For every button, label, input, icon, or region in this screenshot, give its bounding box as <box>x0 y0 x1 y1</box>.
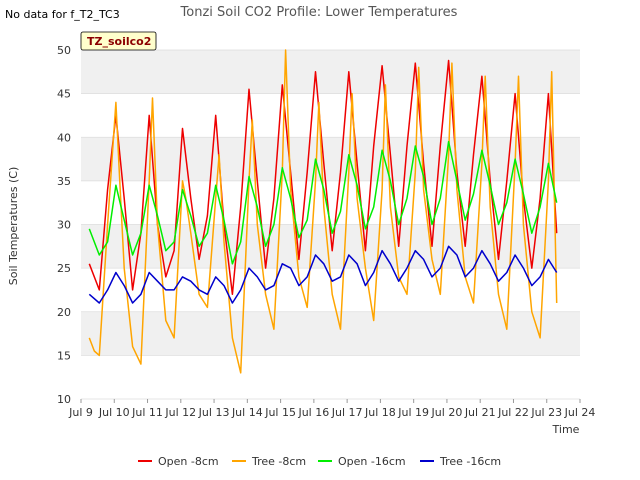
series-line-open-8cm <box>88 59 558 296</box>
x-tick-label: Jul 20 <box>431 406 463 419</box>
grid-band <box>81 137 580 181</box>
legend-label: Open -8cm <box>158 455 219 468</box>
x-tick-label: Jul 10 <box>98 406 130 419</box>
y-tick-label: 40 <box>57 131 71 144</box>
legend: Open -8cm Tree -8cm Open -16cm Tree -16cm <box>138 455 501 468</box>
legend-label: Tree -8cm <box>251 455 306 468</box>
series-line-tree-16cm <box>88 245 558 304</box>
y-tick-label: 35 <box>57 175 71 188</box>
y-tick-label: 50 <box>57 44 71 57</box>
x-tick-label: Jul 15 <box>264 406 296 419</box>
x-tick-label: Jul 23 <box>530 406 562 419</box>
x-tick-label: Jul 24 <box>564 406 596 419</box>
y-axis-ticks: 10 15 20 25 30 35 40 45 50 <box>57 44 71 406</box>
x-tick-label: Jul 12 <box>164 406 196 419</box>
y-tick-label: 20 <box>57 306 71 319</box>
x-tick-label: Jul 21 <box>464 406 496 419</box>
x-tick-label: Jul 9 <box>68 406 93 419</box>
y-tick-label: 45 <box>57 88 71 101</box>
y-tick-label: 30 <box>57 219 71 232</box>
site-tag: TZ_soilco2 <box>80 31 157 51</box>
series-line-open-16cm <box>88 140 558 265</box>
y-tick-label: 10 <box>57 393 71 406</box>
x-axis-ticks: Jul 9 Jul 10 Jul 11 Jul 12 Jul 13 Jul 14 Jul 1… <box>68 399 595 419</box>
site-tag-label: TZ_soilco2 <box>87 35 151 48</box>
y-axis-label: Soil Temperatures (C) <box>7 167 20 286</box>
no-data-note: No data for f_T2_TC3 <box>5 8 120 21</box>
series-line-tree-8cm <box>88 49 558 374</box>
x-tick-label: Jul 16 <box>297 406 329 419</box>
y-tick-label: 25 <box>57 262 71 275</box>
y-tick-label: 15 <box>57 349 71 362</box>
x-tick-label: Jul 14 <box>231 406 263 419</box>
x-tick-label: Jul 18 <box>364 406 396 419</box>
x-tick-label: Jul 19 <box>397 406 429 419</box>
grid-band <box>81 50 580 94</box>
plot-background <box>81 49 580 400</box>
grid-band <box>81 311 580 356</box>
series-lines <box>88 49 558 374</box>
site-tag-box <box>80 31 157 51</box>
x-axis-label: Time <box>552 423 580 436</box>
legend-label: Tree -16cm <box>439 455 501 468</box>
legend-label: Open -16cm <box>338 455 406 468</box>
x-tick-label: Jul 13 <box>198 406 230 419</box>
x-tick-label: Jul 11 <box>131 406 163 419</box>
chart-title: Tonzi Soil CO2 Profile: Lower Temperatur… <box>180 5 458 20</box>
x-tick-label: Jul 17 <box>331 406 363 419</box>
x-tick-label: Jul 22 <box>497 406 529 419</box>
